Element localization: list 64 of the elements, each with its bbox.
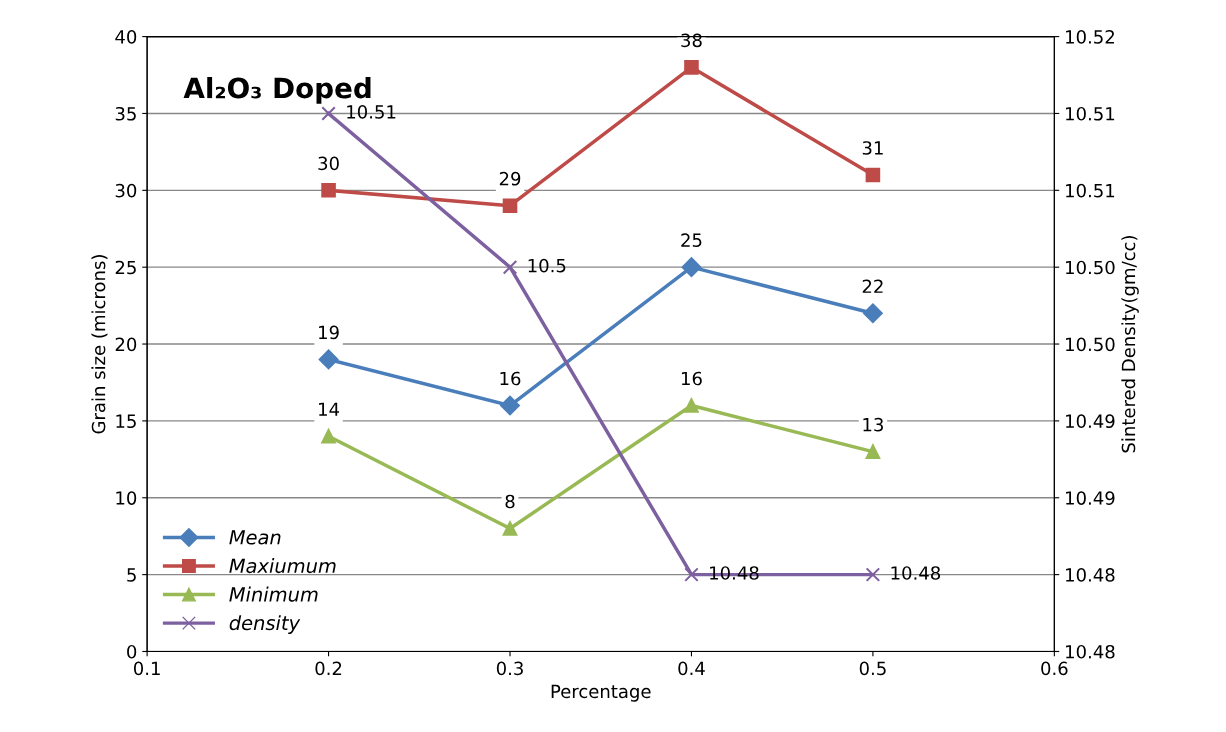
point bbox=[321, 183, 336, 198]
point bbox=[500, 395, 520, 416]
point bbox=[684, 567, 699, 582]
y-tick-label: 15 bbox=[116, 414, 136, 429]
point bbox=[318, 349, 339, 370]
y-tick-label: 25 bbox=[115, 260, 136, 275]
data-label: 10.5 bbox=[528, 258, 566, 273]
point bbox=[502, 521, 518, 536]
y-tick-label: 30 bbox=[115, 183, 137, 198]
y2-tick-label: 10.49 bbox=[1066, 414, 1115, 429]
y-tick-label: 5 bbox=[127, 568, 136, 582]
y2-tick-label: 10.51 bbox=[1066, 183, 1115, 198]
data-label: 10.51 bbox=[347, 105, 396, 119]
y2-tick-label: 10.51 bbox=[1066, 106, 1115, 121]
y2-tick-label: 10.52 bbox=[1066, 30, 1114, 44]
point bbox=[865, 167, 881, 183]
x-tick-label: 0.4 bbox=[678, 661, 705, 676]
x-tick-label: 0.3 bbox=[496, 661, 523, 676]
point bbox=[684, 398, 699, 413]
data-label: 14 bbox=[319, 402, 340, 416]
data-label: 30 bbox=[318, 156, 339, 171]
point bbox=[684, 60, 699, 75]
x-tick-label: 0.6 bbox=[1041, 661, 1068, 676]
point bbox=[681, 257, 702, 278]
y2-axis-title: Sintered Density(gm/cc) bbox=[1121, 236, 1139, 453]
x-tick-label: 0.2 bbox=[315, 661, 342, 676]
legend-label: Maxiumum bbox=[229, 558, 336, 574]
point bbox=[863, 303, 883, 324]
point bbox=[865, 444, 881, 459]
data-label: 19 bbox=[319, 325, 339, 340]
x-axis-title: Percentage bbox=[551, 684, 651, 702]
legend-label: Minimum bbox=[229, 586, 318, 602]
y-tick-label: 40 bbox=[115, 30, 137, 44]
point bbox=[321, 428, 336, 444]
text: Al₂O₃ Doped bbox=[183, 76, 371, 104]
x-tick-label: 0.1 bbox=[133, 661, 160, 676]
y2-tick-label: 10.49 bbox=[1066, 491, 1115, 505]
y2-tick-label: 10.50 bbox=[1066, 260, 1115, 275]
y-tick-label: 10 bbox=[116, 491, 137, 505]
legend-label: Mean bbox=[229, 530, 281, 545]
data-label: 22 bbox=[862, 279, 883, 293]
data-label: 16 bbox=[500, 371, 521, 386]
y2-tick-label: 10.48 bbox=[1066, 568, 1115, 582]
point bbox=[865, 567, 881, 582]
data-label: 25 bbox=[681, 233, 702, 248]
y-axis-title: Grain size (microns) bbox=[91, 255, 108, 434]
x-tick-label: 0.5 bbox=[859, 661, 886, 676]
y-tick-label: 35 bbox=[115, 106, 136, 121]
legend-label: density bbox=[229, 615, 301, 634]
data-label: 29 bbox=[499, 171, 521, 186]
point bbox=[321, 106, 336, 121]
data-label: 10.48 bbox=[891, 566, 941, 580]
y2-tick-label: 10.50 bbox=[1066, 337, 1115, 352]
y-tick-label: 0 bbox=[127, 644, 137, 659]
data-label: 31 bbox=[862, 141, 883, 155]
data-label: 38 bbox=[681, 33, 702, 48]
y-tick-label: 20 bbox=[115, 337, 137, 352]
point bbox=[502, 198, 518, 213]
data-label: 10.48 bbox=[710, 566, 759, 580]
data-label: 13 bbox=[863, 417, 883, 432]
y2-tick-label: 10.48 bbox=[1066, 644, 1115, 659]
point bbox=[502, 259, 518, 275]
data-label: 8 bbox=[505, 494, 515, 509]
data-label: 16 bbox=[681, 371, 702, 386]
